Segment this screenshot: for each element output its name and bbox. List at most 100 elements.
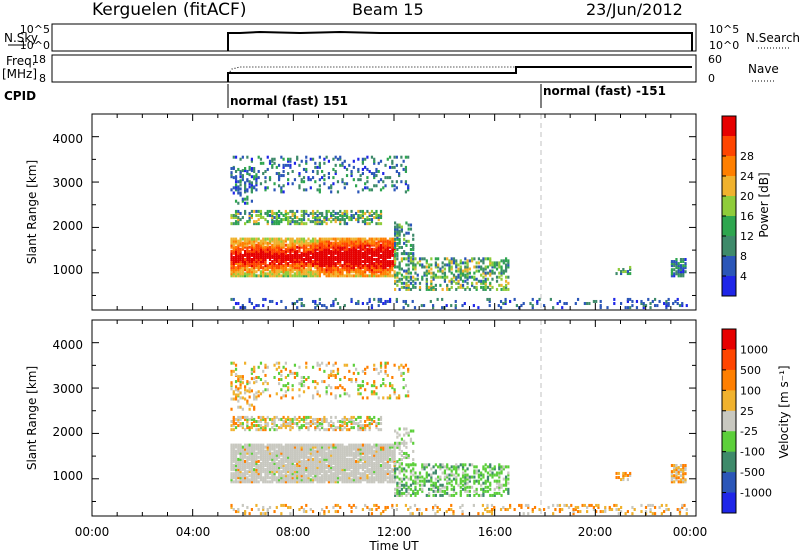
power-cell <box>574 302 577 306</box>
velocity-cell <box>250 508 254 512</box>
power-cell <box>455 265 458 269</box>
velocity-cell <box>309 449 312 453</box>
power-cell <box>248 180 251 184</box>
velocity-cell <box>232 449 235 453</box>
power-cell <box>495 267 499 271</box>
power-cell <box>275 302 278 306</box>
power-cell <box>253 185 256 189</box>
velocity-cell <box>412 449 415 453</box>
power-cell <box>314 222 317 226</box>
velocity-cell <box>377 417 380 421</box>
power-cell <box>325 258 328 261</box>
power-cell <box>257 155 260 159</box>
velocity-cell <box>370 468 374 472</box>
velocity-cell <box>255 466 258 470</box>
power-cell <box>379 178 383 182</box>
velocity-cell <box>348 443 351 447</box>
velocity-cell <box>325 455 328 459</box>
power-cell <box>504 269 508 273</box>
power-cell <box>398 271 401 275</box>
power-cell <box>248 272 251 276</box>
power-cell <box>291 209 294 213</box>
velocity-cell <box>296 417 299 421</box>
velocity-cell <box>330 415 333 419</box>
power-cell <box>391 266 394 270</box>
power-cell <box>330 245 333 249</box>
velocity-cell <box>418 487 422 491</box>
velocity-cell <box>237 464 240 467</box>
power-cell <box>298 297 301 301</box>
velocity-cell <box>352 480 355 484</box>
power-cell <box>441 275 444 279</box>
velocity-cell <box>293 457 297 461</box>
power-cell <box>484 287 487 291</box>
power-cell <box>289 216 292 220</box>
velocity-cell <box>482 489 485 493</box>
velocity-cell <box>271 470 274 474</box>
velocity-cell <box>359 459 362 463</box>
power-cell <box>364 258 367 261</box>
power-cell <box>484 265 487 269</box>
velocity-cell <box>282 468 285 472</box>
velocity-cell <box>352 476 355 480</box>
velocity-cell <box>452 493 456 497</box>
power-cell <box>493 263 496 267</box>
power-cell <box>273 211 276 215</box>
power-cell <box>266 241 269 245</box>
nsearch-tick-top: 10^5 <box>709 23 739 36</box>
velocity-cell <box>244 445 247 449</box>
velocity-cell <box>352 457 355 461</box>
velocity-cell <box>298 461 301 465</box>
power-cell <box>484 279 487 283</box>
power-cell <box>437 265 440 269</box>
velocity-cell <box>282 415 285 419</box>
power-cell <box>280 186 283 190</box>
velocity-cell <box>330 386 333 390</box>
power-cell <box>409 248 413 252</box>
velocity-cell <box>311 464 315 467</box>
power-cell <box>327 249 331 253</box>
power-cell <box>339 272 342 276</box>
power-cell <box>405 277 408 281</box>
velocity-cell <box>305 461 308 465</box>
power-cell <box>327 268 331 272</box>
velocity-cell <box>309 455 312 459</box>
velocity-cell <box>493 491 496 495</box>
power-cell <box>454 304 457 308</box>
power-cell <box>357 258 360 261</box>
velocity-cell <box>316 474 319 478</box>
velocity-cell <box>289 369 292 373</box>
velocity-cell <box>241 461 244 465</box>
velocity-cell <box>350 422 353 426</box>
power-cell <box>248 237 251 241</box>
velocity-cell <box>302 453 306 457</box>
velocity-cell <box>248 387 251 391</box>
velocity-cell <box>293 443 297 447</box>
power-cell <box>339 239 342 243</box>
power-cell <box>291 249 294 253</box>
velocity-cell <box>368 459 371 463</box>
velocity-cell <box>232 424 235 428</box>
velocity-cell <box>273 443 276 447</box>
power-cell <box>244 264 247 268</box>
velocity-cell <box>232 459 235 463</box>
power-cell <box>359 239 362 243</box>
velocity-cell <box>384 369 387 373</box>
power-cell <box>455 275 458 279</box>
power-cell <box>332 213 335 217</box>
velocity-cell <box>305 445 308 449</box>
power-cell <box>350 253 353 257</box>
power-cell <box>341 272 344 276</box>
power-cell <box>377 260 380 264</box>
power-colorbar-tick-label: 16 <box>740 210 754 223</box>
power-cell <box>452 261 456 265</box>
power-cell <box>257 266 260 270</box>
velocity-cell <box>323 466 326 470</box>
velocity-cell <box>257 375 260 379</box>
velocity-cell <box>246 424 249 428</box>
velocity-cell <box>316 466 319 470</box>
power-cell <box>321 237 324 241</box>
velocity-cell <box>305 447 308 451</box>
power-cell <box>241 258 244 261</box>
power-cell <box>391 243 394 247</box>
